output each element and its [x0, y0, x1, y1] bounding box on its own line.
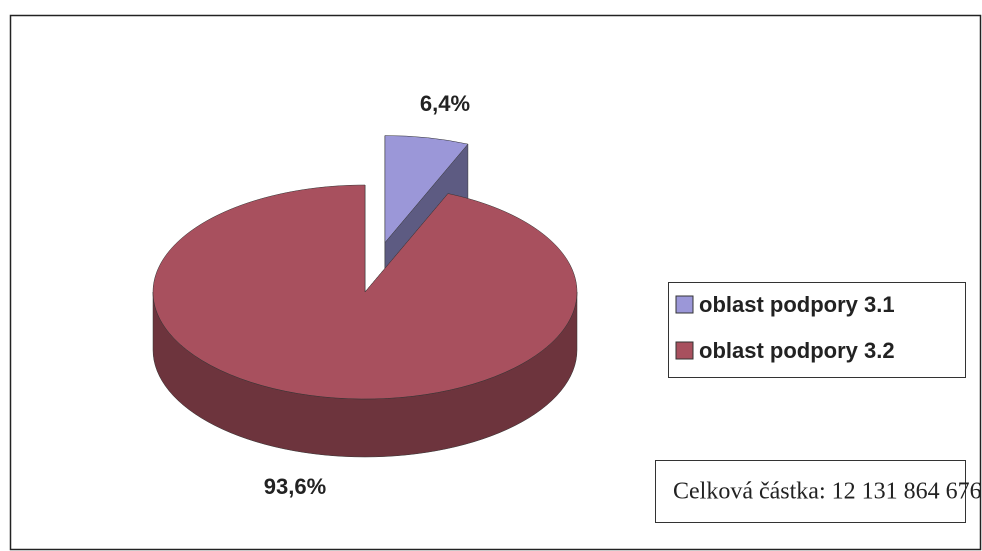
- legend-swatch: [675, 295, 694, 314]
- annotation-box: [655, 460, 966, 523]
- legend-label: oblast podpory 3.2: [699, 338, 895, 363]
- legend-box: [668, 282, 966, 378]
- pie-slice: [384, 135, 469, 244]
- pie-slice: [152, 184, 578, 400]
- data-label: 93,6%: [264, 474, 326, 499]
- legend-swatch: [675, 341, 694, 360]
- legend-label: oblast podpory 3.1: [699, 292, 895, 317]
- annotation: Celková částka: 12 131 864 676 Kč: [673, 479, 982, 505]
- data-label: 6,4%: [420, 91, 470, 116]
